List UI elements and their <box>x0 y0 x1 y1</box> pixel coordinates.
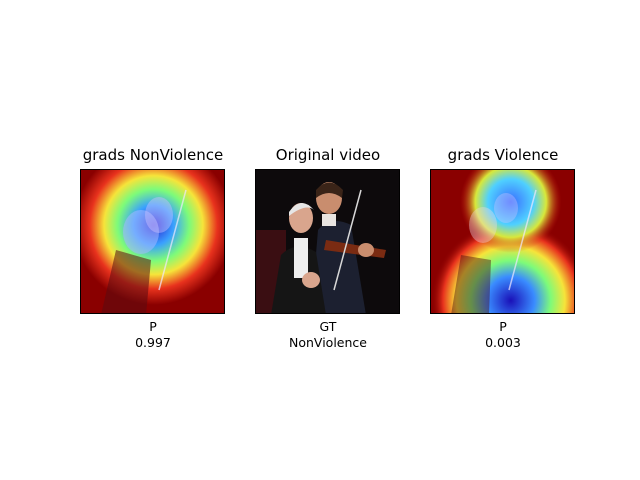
heatmap-image-nonviolence <box>80 169 225 314</box>
panel-title: Original video <box>275 146 381 164</box>
caption-label: P <box>149 319 157 334</box>
caption-value: NonViolence <box>289 335 367 350</box>
caption-label: GT <box>319 319 337 334</box>
panel-caption: P 0.003 <box>423 319 583 351</box>
panel-caption: P 0.997 <box>73 319 233 351</box>
panel-title: grads NonViolence <box>82 146 224 164</box>
video-frame-image <box>255 169 400 314</box>
caption-value: 0.997 <box>135 335 171 350</box>
heatmap-image-violence <box>430 169 575 314</box>
caption-value: 0.003 <box>485 335 521 350</box>
panel-title: grads Violence <box>447 146 559 164</box>
panel-caption: GT NonViolence <box>248 319 408 351</box>
caption-label: P <box>499 319 507 334</box>
